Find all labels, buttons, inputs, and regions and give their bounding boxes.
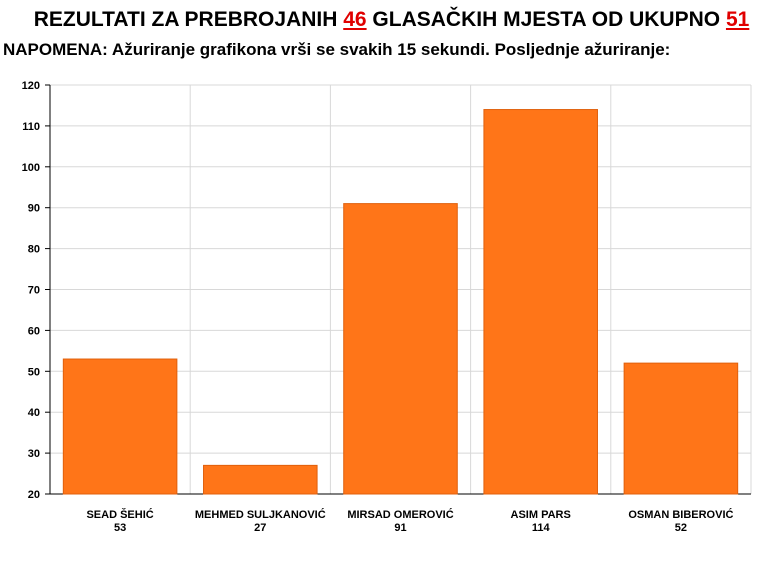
bar-value-label: 114 (532, 522, 551, 534)
x-category-label: OSMAN BIBEROVIĆ (628, 508, 733, 521)
title-text-middle: GLASAČKIH MJESTA OD UKUPNO (366, 8, 726, 31)
bar-value-label: 27 (254, 522, 266, 534)
title-text-start: REZULTATI ZA PREBROJANIH (33, 8, 344, 31)
y-tick-label: 30 (28, 448, 40, 460)
x-category-label: MIRSAD OMEROVIĆ (347, 508, 453, 521)
y-tick-label: 120 (22, 80, 40, 92)
y-tick-label: 20 (28, 489, 40, 501)
bar (623, 362, 739, 495)
y-tick-label: 40 (28, 407, 40, 419)
bar (203, 464, 318, 495)
y-tick-label: 80 (28, 244, 40, 256)
bar-value-label: 52 (675, 522, 687, 534)
x-category-label: ASIM PARS (511, 509, 571, 521)
y-tick-label: 50 (28, 366, 40, 378)
x-category-label: SEAD ŠEHIĆ (86, 508, 153, 521)
counted-stations: 46 (343, 8, 367, 31)
y-tick-label: 100 (22, 162, 40, 174)
bar (62, 358, 178, 495)
bars (62, 109, 739, 495)
bar-value-label: 91 (394, 522, 406, 534)
y-tick-label: 110 (22, 121, 40, 133)
y-tick-label: 70 (28, 285, 40, 297)
y-tick-label: 60 (28, 325, 40, 337)
bar-value-label: 53 (114, 522, 126, 534)
bar (343, 203, 458, 495)
total-stations: 51 (725, 8, 750, 31)
update-note: NAPOMENA: Ažuriranje grafikona vrši se s… (3, 40, 671, 59)
y-tick-label: 90 (28, 203, 40, 215)
x-category-label: MEHMED SULJKANOVIĆ (195, 508, 326, 521)
bar (483, 109, 598, 495)
chart-title: REZULTATI ZA PREBROJANIH 46 GLASAČKIH MJ… (0, 8, 783, 32)
